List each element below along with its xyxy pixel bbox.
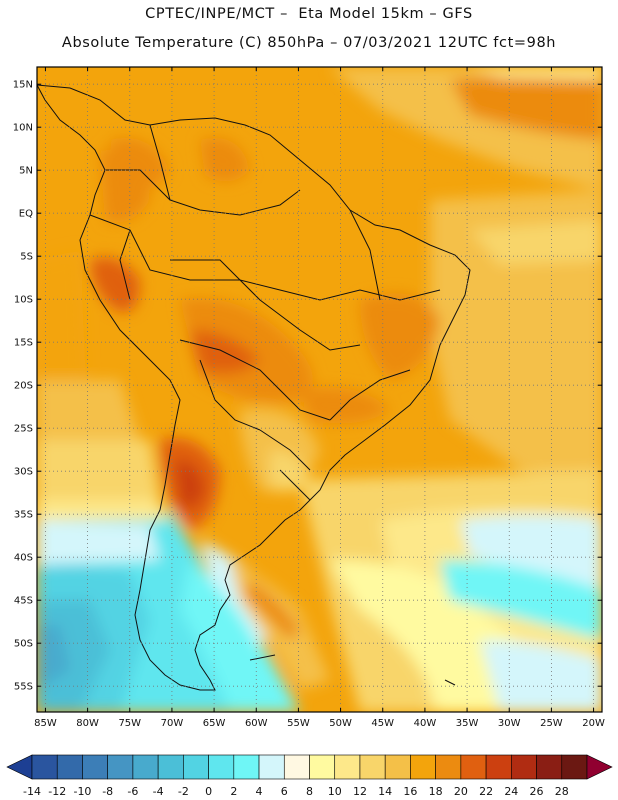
colorbar-swatch xyxy=(384,754,411,780)
lat-label: 30S xyxy=(14,467,33,478)
colorbar-swatch xyxy=(107,754,134,780)
longitude-axis: 85W 80W 75W 70W 65W 60W 55W 50W 45W 40W 35W 30W 25W 2… xyxy=(34,67,605,729)
colorbar-swatch xyxy=(157,754,184,780)
colorbar-swatch xyxy=(435,754,462,780)
lat-label: 5N xyxy=(19,166,33,177)
lat-label: 5S xyxy=(20,252,33,263)
colorbar-swatch xyxy=(56,754,83,780)
colorbar-swatch xyxy=(536,754,563,780)
map-frame xyxy=(36,66,603,713)
colorbar-swatch xyxy=(410,754,436,780)
colorbar-swatch xyxy=(258,754,285,780)
colorbar-label: -12 xyxy=(48,785,66,798)
colorbar-label: 2 xyxy=(230,785,237,798)
colorbar-swatch xyxy=(334,754,361,780)
lon-label: 30W xyxy=(498,718,521,729)
lat-label: 35S xyxy=(14,510,33,521)
colorbar-swatch xyxy=(485,754,512,780)
lon-label: 80W xyxy=(76,718,99,729)
colorbar-label: 20 xyxy=(454,785,468,798)
lat-label: 20S xyxy=(14,381,33,392)
colorbar-swatch xyxy=(82,754,108,780)
lon-label: 55W xyxy=(287,718,310,729)
lon-label: 70W xyxy=(161,718,184,729)
lon-label: 45W xyxy=(371,718,394,729)
colorbar-swatch xyxy=(460,754,487,780)
lat-label: 45S xyxy=(14,596,33,607)
colorbar-label: -2 xyxy=(178,785,189,798)
colorbar-label: 24 xyxy=(504,785,518,798)
colorbar-swatch xyxy=(283,754,310,780)
lon-label: 85W xyxy=(34,718,57,729)
colorbar-swatch xyxy=(233,754,260,780)
colorbar-swatch xyxy=(132,754,159,780)
temperature-field xyxy=(37,67,602,712)
lat-label: 25S xyxy=(14,424,33,435)
lat-label: 50S xyxy=(14,639,33,650)
colorbar-label: -14 xyxy=(23,785,41,798)
colorbar-label: 26 xyxy=(530,785,544,798)
colorbar-label: -10 xyxy=(73,785,91,798)
colorbar-swatch xyxy=(208,754,235,780)
colorbar xyxy=(6,754,613,780)
colorbar-swatch xyxy=(561,754,588,780)
colorbar-label: 4 xyxy=(256,785,263,798)
colorbar-label: 18 xyxy=(429,785,443,798)
lat-label: EQ xyxy=(19,209,33,220)
colorbar-arrow-low xyxy=(6,754,33,780)
lon-label: 75W xyxy=(118,718,141,729)
coastline xyxy=(37,84,471,691)
colorbar-label: -6 xyxy=(127,785,138,798)
colorbar-label: 0 xyxy=(205,785,212,798)
lon-label: 40W xyxy=(414,718,437,729)
latitude-axis: 15N 10N 5N EQ 5S 10S 15S 20S 25S 30S 35S 40S 45S 50S 5… xyxy=(13,80,602,693)
colorbar-arrow-high xyxy=(586,754,613,780)
lat-label: 40S xyxy=(14,553,33,564)
colorbar-swatch xyxy=(359,754,386,780)
colorbar-swatch xyxy=(183,754,209,780)
lon-label: 35W xyxy=(456,718,479,729)
lat-label: 55S xyxy=(14,682,33,693)
colorbar-swatch xyxy=(511,754,537,780)
colorbar-label: 6 xyxy=(281,785,288,798)
lon-label: 50W xyxy=(329,718,352,729)
colorbar-label: 12 xyxy=(353,785,367,798)
colorbar-labels: -14 -12 -10 -8 -6 -4 -2 0 2 4 6 8 10 12 14 16 18 20 22 24 26… xyxy=(23,785,569,798)
colorbar-swatch xyxy=(309,754,336,780)
header-title-line2: Absolute Temperature (C) 850hPa – 07/03/… xyxy=(61,35,557,51)
lat-label: 10N xyxy=(13,123,33,134)
colorbar-label: 14 xyxy=(378,785,392,798)
colorbar-swatch xyxy=(31,754,58,780)
colorbar-label: -8 xyxy=(102,785,113,798)
colorbar-label: 16 xyxy=(403,785,417,798)
lat-label: 15N xyxy=(13,80,33,91)
colorbar-label: 10 xyxy=(328,785,342,798)
header-title-line1: CPTEC/INPE/MCT – Eta Model 15km – GFS xyxy=(145,6,473,22)
lon-label: 65W xyxy=(203,718,226,729)
colorbar-label: 8 xyxy=(306,785,313,798)
colorbar-label: 28 xyxy=(555,785,569,798)
lon-label: 60W xyxy=(245,718,268,729)
lat-label: 10S xyxy=(14,295,33,306)
lon-label: 25W xyxy=(540,718,563,729)
lat-label: 15S xyxy=(14,338,33,349)
colorbar-label: -4 xyxy=(153,785,164,798)
lon-label: 20W xyxy=(582,718,605,729)
colorbar-label: 22 xyxy=(479,785,493,798)
